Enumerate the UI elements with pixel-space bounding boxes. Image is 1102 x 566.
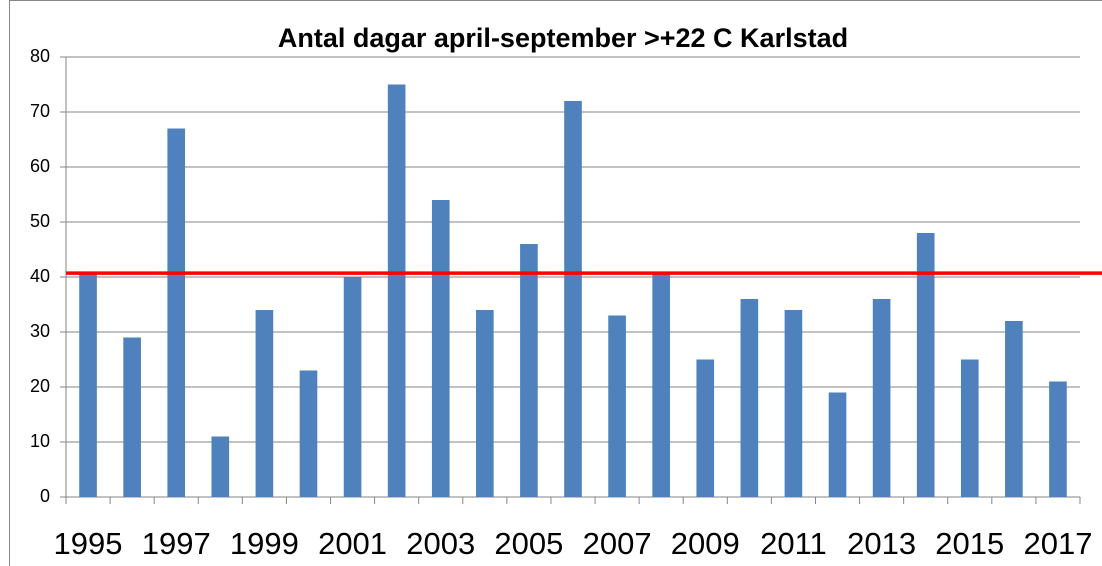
x-tick-label: 2005 (494, 526, 563, 561)
x-tick-label: 2009 (671, 526, 740, 561)
y-tick-label: 20 (30, 376, 50, 396)
bar (167, 128, 186, 497)
bar (784, 310, 803, 497)
bar (299, 370, 318, 497)
chart-border (9, 0, 1102, 566)
bar (872, 299, 891, 497)
x-tick-label: 2003 (406, 526, 475, 561)
y-tick-label: 80 (30, 46, 50, 66)
y-tick-label: 10 (30, 431, 50, 451)
x-tick-label: 1995 (54, 526, 123, 561)
bar (828, 392, 847, 497)
x-tick-label: 2007 (583, 526, 652, 561)
bar (916, 233, 935, 497)
bar (211, 436, 230, 497)
x-tick-label: 1999 (230, 526, 299, 561)
bar (960, 359, 979, 497)
x-tick-label: 2011 (760, 526, 827, 561)
bar (343, 277, 362, 497)
y-tick-label: 0 (40, 486, 50, 506)
x-tick-label: 2015 (935, 526, 1004, 561)
y-tick-label: 40 (30, 266, 50, 286)
bar (387, 84, 406, 497)
bar (79, 271, 97, 497)
bar (608, 315, 626, 497)
bar (564, 101, 582, 497)
bar (476, 310, 494, 497)
y-tick-label: 70 (30, 101, 50, 121)
bar (652, 271, 670, 497)
chart-title: Antal dagar april-september >+22 C Karls… (278, 23, 848, 53)
x-tick-label: 2013 (847, 526, 916, 561)
y-tick-label: 60 (30, 156, 50, 176)
x-tick-label: 1997 (142, 526, 211, 561)
bar (123, 337, 141, 497)
y-tick-label: 50 (30, 211, 50, 231)
bar (740, 299, 759, 497)
y-tick-label: 30 (30, 321, 50, 341)
bar (696, 359, 715, 497)
x-tick-label: 2001 (318, 526, 387, 561)
bar (255, 310, 274, 497)
bar (1005, 321, 1023, 497)
x-tick-label: 2017 (1023, 526, 1092, 561)
bar (520, 244, 538, 497)
bar (1049, 381, 1067, 497)
bar (431, 200, 450, 497)
